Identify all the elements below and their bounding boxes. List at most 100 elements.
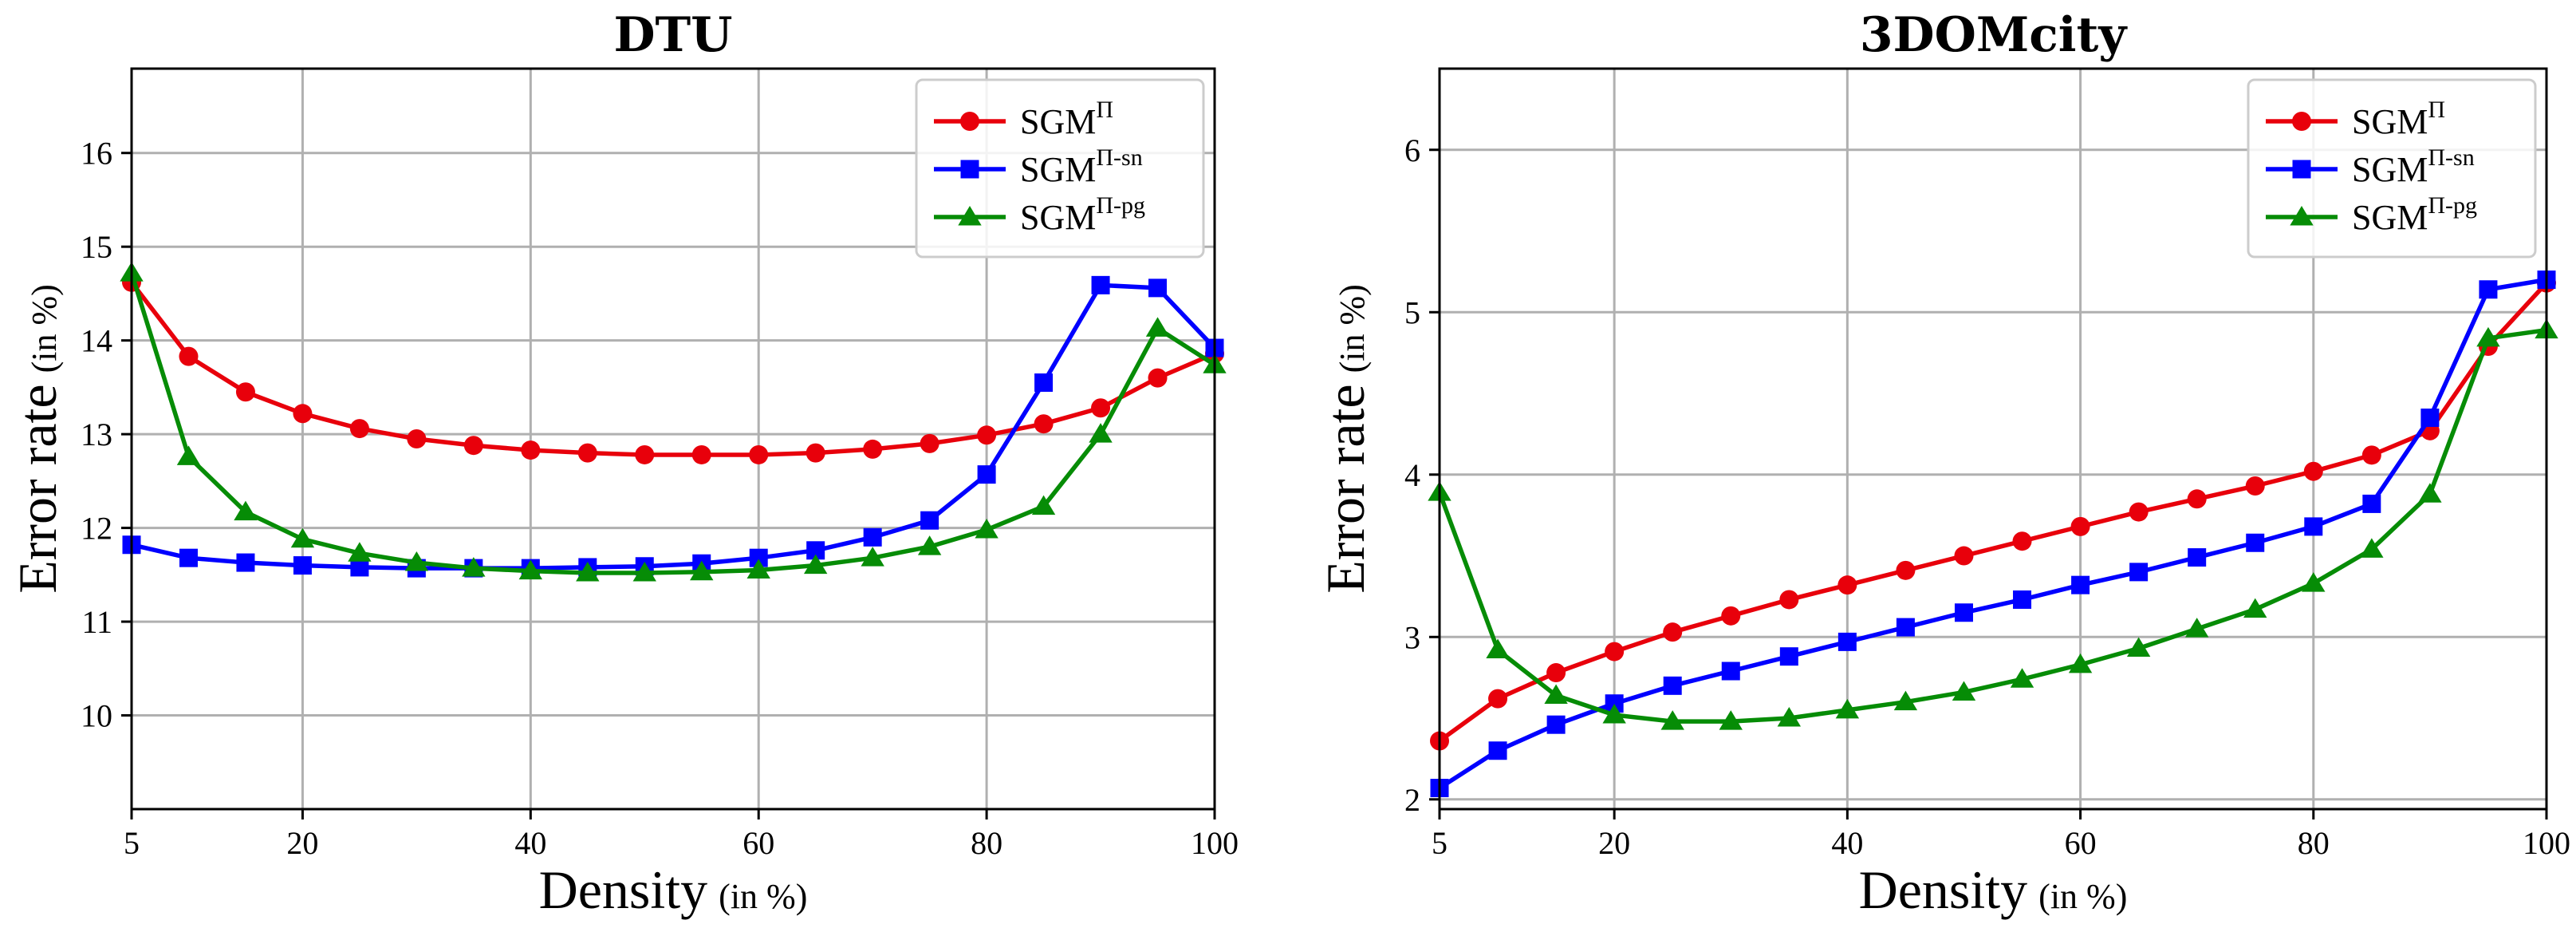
y-tick-label: 5 [1404,294,1420,330]
data-point [2013,590,2032,609]
data-point [2184,618,2209,638]
legend-label-sup: Π [2428,97,2445,123]
data-point [1837,632,1857,651]
data-point [1605,694,1624,713]
data-point [2187,489,2207,509]
chart-title: DTU [613,7,732,63]
legend-swatch-marker [2292,160,2311,179]
data-point [348,542,372,562]
data-point [236,553,255,572]
legend-label: SGMΠ-pg [2352,192,2477,237]
x-axis-label-main: Density [539,859,708,920]
legend-swatch-marker [2292,112,2311,131]
data-point [2302,572,2326,592]
y-tick-label: 4 [1404,457,1420,493]
data-point [2420,409,2440,428]
series-triangle [1428,318,2558,730]
x-tick-label: 80 [2298,825,2330,861]
data-point [2304,517,2323,536]
legend-item: SGMΠ [934,97,1113,141]
legend-box [2247,78,2537,259]
data-point [2418,483,2442,503]
data-point [635,444,655,464]
data-point [176,445,201,465]
y-axis-label: Error rate (in %) [7,284,68,594]
data-point [1719,710,1743,730]
data-point [863,439,883,459]
data-point [179,346,199,366]
data-point [1034,414,1054,434]
legend-label: SGMΠ [2352,97,2445,141]
data-point [1835,698,1860,719]
data-point [805,443,825,463]
axes-frame [1438,67,2548,811]
data-point [1893,690,1918,711]
x-tick-label: 20 [1598,825,1630,861]
y-tick-label: 16 [81,136,112,172]
chart-dtu: 5 20 40 60 80 100 10 11 12 13 14 15 16 DTU Density (in … [7,7,1239,920]
legend-label: SGMΠ-pg [1020,192,1145,237]
data-point [2070,516,2090,536]
data-point [2126,637,2151,658]
data-point [293,556,312,575]
data-point [2243,598,2267,618]
data-point [1952,681,1976,701]
data-point [2012,531,2032,551]
data-point [1954,603,1973,622]
series-triangle [120,262,1227,582]
x-tick-label: 60 [2065,825,2097,861]
x-tick-label: 5 [124,825,140,861]
data-point [1837,575,1857,595]
data-point [290,527,315,548]
data-point [1777,707,1802,727]
legend-item: SGMΠ-sn [934,144,1143,189]
data-point [975,518,998,539]
data-point [632,561,656,582]
data-point [404,551,429,571]
data-point [2129,502,2149,522]
data-point [1546,715,1566,734]
x-tick-label: 100 [1191,825,1239,861]
y-tick-label: 11 [81,604,112,640]
data-point [463,436,483,456]
y-axis-label-main: Error rate [7,384,68,593]
data-point [2476,326,2500,347]
data-point [2010,668,2034,688]
x-tick-label: 5 [1432,825,1448,861]
data-point [2361,445,2381,465]
x-axis-label-unit: (in %) [2038,877,2127,916]
legend-box [915,78,1205,259]
data-point [977,425,997,445]
data-point [1546,663,1566,683]
legend-label-sup: Π-pg [2428,192,2477,219]
data-point [2068,653,2093,673]
legend-label-sup: Π-sn [1096,144,1142,171]
data-point [1663,622,1683,642]
data-point [521,440,541,460]
data-point [2360,538,2384,558]
data-point [1544,684,1568,705]
data-point [577,443,597,463]
data-point [1031,495,1056,515]
data-point [1721,606,1741,626]
legend-item: SGMΠ [2266,97,2445,141]
data-point [2303,461,2323,481]
legend-swatch-marker [960,112,979,131]
x-axis-label-unit: (in %) [719,877,807,916]
y-tick-label: 10 [81,698,112,734]
legend-label-main: SGM [1020,102,1096,141]
chart-title: 3DOMcity [1860,7,2129,63]
data-point [2246,533,2265,552]
data-point [1145,317,1170,337]
data-point [1148,368,1168,388]
axes-frame [130,67,1216,811]
data-point [1660,710,1684,730]
data-point [920,511,939,530]
data-point [2071,575,2090,594]
data-point [920,433,939,453]
legend-label-main: SGM [1020,150,1096,189]
data-point [863,527,882,547]
legend-swatch-marker [958,206,982,226]
data-point [749,444,769,464]
